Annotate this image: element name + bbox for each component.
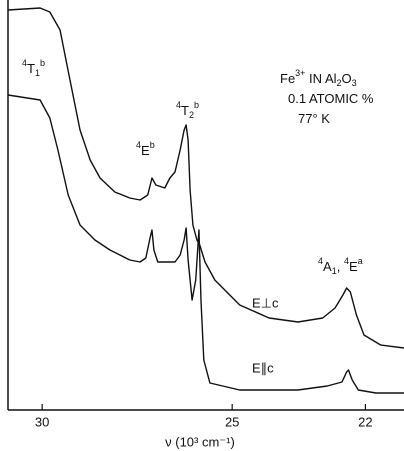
annotation-part: E: [141, 143, 150, 158]
annotation-part: O: [342, 71, 352, 86]
annotation-part: 1: [35, 68, 40, 78]
x-axis-label: ν (10³ cm⁻¹): [165, 434, 235, 449]
annotation-part: Fe: [280, 71, 295, 86]
annotation-part: 2: [337, 78, 342, 88]
annotation: 0.1 ATOMIC %: [288, 91, 374, 106]
series-line: [7, 7, 404, 349]
annotation-part: T: [181, 103, 189, 118]
annotation-part: 4: [344, 256, 349, 266]
annotation-part: 4: [22, 58, 27, 68]
annotation-part: IN Al: [305, 71, 336, 86]
annotation-part: 77° K: [298, 111, 330, 126]
annotation-part: b: [40, 58, 45, 68]
series-line: [7, 94, 404, 394]
annotation-part: 0.1 ATOMIC %: [288, 91, 374, 106]
annotation: Fe3+ IN Al2O3: [280, 68, 357, 88]
annotation-part: A: [323, 259, 332, 274]
annotation-part: ,: [337, 259, 344, 274]
annotation-part: b: [194, 100, 199, 110]
annotation: 4A1, 4Ea: [318, 256, 363, 276]
annotation-part: E: [349, 259, 358, 274]
annotation-part: T: [27, 61, 35, 76]
x-tick-label: 25: [225, 414, 239, 429]
annotation: 77° K: [298, 111, 330, 126]
annotation: 4T2b: [176, 100, 199, 120]
annotation-part: 1: [332, 266, 337, 276]
annotation: 4Eb: [136, 140, 155, 158]
x-tick-label: 30: [35, 414, 49, 429]
annotation: 4T1b: [22, 58, 45, 78]
annotation-part: 3: [352, 78, 357, 88]
x-tick-label: 22: [358, 414, 372, 429]
series-label: E⊥c: [252, 295, 279, 310]
series-label: E∥c: [252, 360, 274, 375]
annotation-part: b: [150, 140, 155, 150]
annotation-part: 2: [189, 110, 194, 120]
annotation-part: 4: [176, 100, 181, 110]
annotation-part: 4: [136, 140, 141, 150]
annotation-part: 4: [318, 256, 323, 266]
annotation-part: a: [358, 256, 363, 266]
annotation-part: 3+: [295, 68, 305, 78]
